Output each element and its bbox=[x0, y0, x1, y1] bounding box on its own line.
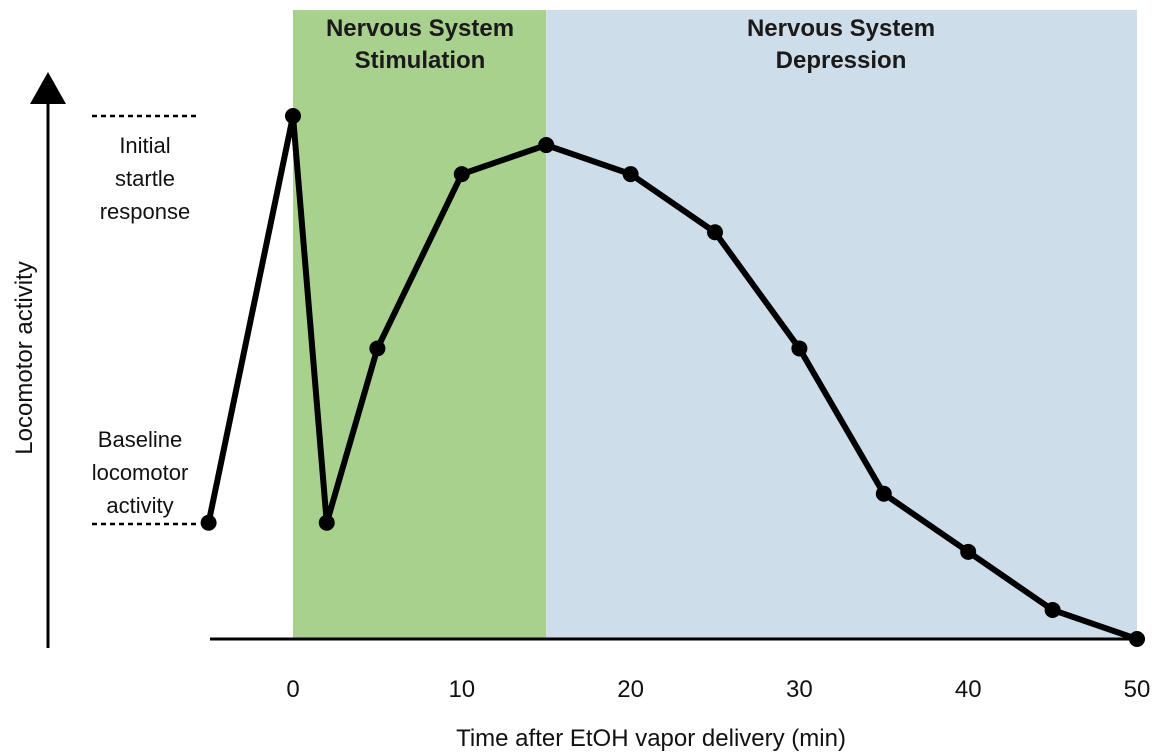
data-point bbox=[960, 543, 977, 560]
depression-title-line1: Nervous System bbox=[747, 15, 935, 42]
depression-region bbox=[546, 10, 1137, 639]
stimulation-region bbox=[293, 10, 547, 639]
data-point bbox=[875, 485, 892, 502]
x-tick-label: 40 bbox=[955, 676, 982, 703]
data-point bbox=[791, 340, 808, 357]
startle-annotation-line1: Initial bbox=[119, 133, 170, 158]
data-point bbox=[453, 166, 470, 183]
data-series bbox=[200, 108, 1145, 647]
data-point bbox=[1129, 631, 1145, 647]
x-tick-label: 30 bbox=[786, 676, 813, 703]
data-point bbox=[369, 340, 386, 357]
baseline-annotation-line2: locomotor bbox=[92, 460, 189, 485]
data-point bbox=[318, 514, 335, 531]
data-point bbox=[538, 137, 555, 154]
y-axis-arrowhead bbox=[30, 72, 66, 104]
baseline-annotation-line1: Baseline bbox=[98, 427, 182, 452]
data-point bbox=[285, 108, 301, 124]
x-tick-labels: 0 10 20 30 40 50 bbox=[286, 676, 1150, 703]
x-tick-label: 0 bbox=[286, 676, 299, 703]
startle-annotation-line3: response bbox=[100, 199, 191, 224]
stimulation-title-line2: Stimulation bbox=[355, 47, 486, 74]
stimulation-title-line1: Nervous System bbox=[326, 15, 514, 42]
data-point bbox=[1044, 601, 1061, 618]
data-point bbox=[622, 166, 639, 183]
x-tick-label: 10 bbox=[448, 676, 475, 703]
y-axis-title: Locomotor activity bbox=[11, 261, 38, 454]
x-axis-title: Time after EtOH vapor delivery (min) bbox=[456, 725, 846, 752]
data-point bbox=[707, 224, 723, 241]
startle-annotation-line2: startle bbox=[115, 166, 175, 191]
depression-title-line2: Depression bbox=[776, 47, 907, 74]
x-tick-label: 50 bbox=[1124, 676, 1151, 703]
data-point bbox=[200, 514, 217, 531]
x-tick-label: 20 bbox=[617, 676, 644, 703]
baseline-annotation-line3: activity bbox=[106, 493, 173, 518]
shaded-regions bbox=[293, 10, 1137, 639]
